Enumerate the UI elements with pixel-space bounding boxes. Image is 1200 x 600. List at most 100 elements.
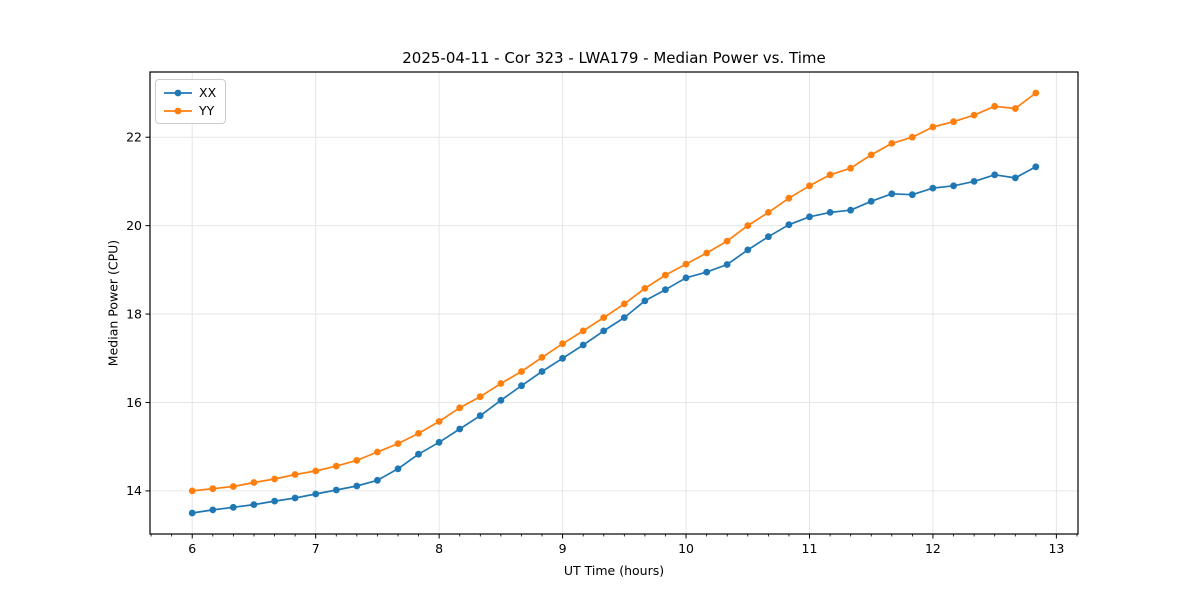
data-point-YY <box>867 151 875 159</box>
data-point-YY <box>476 393 484 401</box>
data-point-XX <box>991 171 999 179</box>
y-tick-label: 18 <box>126 306 142 321</box>
data-point-YY <box>559 340 566 348</box>
x-tick-label: 10 <box>678 541 694 556</box>
data-point-YY <box>394 440 402 447</box>
data-point-XX <box>312 490 320 498</box>
data-point-XX <box>394 465 402 473</box>
data-point-YY <box>662 271 669 279</box>
x-tick-label: 8 <box>435 541 443 556</box>
data-point-YY <box>456 404 464 412</box>
data-point-XX <box>826 209 834 216</box>
data-point-XX <box>662 286 669 294</box>
data-point-YY <box>641 285 649 292</box>
x-tick-label: 12 <box>925 541 941 556</box>
data-point-XX <box>970 178 978 185</box>
legend-marker-XX <box>164 89 192 96</box>
data-point-XX <box>188 509 196 517</box>
data-point-XX <box>785 221 793 229</box>
data-point-XX <box>415 450 422 458</box>
data-point-XX <box>641 297 649 305</box>
data-point-YY <box>785 194 793 202</box>
data-point-XX <box>497 396 505 404</box>
data-point-YY <box>806 182 813 190</box>
data-point-XX <box>476 412 484 420</box>
data-point-XX <box>765 233 772 241</box>
data-point-XX <box>806 213 813 221</box>
data-point-XX <box>703 268 711 276</box>
data-point-XX <box>291 494 299 502</box>
data-point-YY <box>929 123 937 131</box>
data-point-XX <box>847 206 854 214</box>
data-point-YY <box>538 354 546 361</box>
data-point-XX <box>518 382 525 390</box>
legend: XX YY <box>155 79 227 124</box>
plot-frame <box>149 71 1079 535</box>
data-point-XX <box>950 182 957 190</box>
data-point-YY <box>209 485 217 493</box>
data-point-XX <box>353 482 361 490</box>
data-point-YY <box>620 300 628 308</box>
series-line-XX <box>192 166 1037 514</box>
data-point-YY <box>353 457 361 464</box>
legend-item-XX: XX <box>163 85 216 100</box>
y-tick-label: 16 <box>126 395 142 410</box>
data-point-XX <box>579 341 587 349</box>
data-point-YY <box>908 133 916 141</box>
data-point-YY <box>991 102 999 110</box>
data-point-YY <box>847 164 854 172</box>
legend-marker-YY <box>164 107 192 114</box>
x-tick-label: 13 <box>1048 541 1064 556</box>
data-point-XX <box>600 327 608 335</box>
y-tick-label: 22 <box>126 130 142 145</box>
data-point-XX <box>250 501 258 508</box>
data-point-YY <box>888 140 896 147</box>
y-tick-label: 20 <box>126 218 142 233</box>
data-point-YY <box>950 118 957 126</box>
data-point-XX <box>888 190 896 198</box>
data-point-XX <box>332 486 340 494</box>
legend-item-YY: YY <box>163 103 216 118</box>
data-point-XX <box>209 506 217 514</box>
data-point-YY <box>703 249 711 257</box>
x-axis-label: UT Time (hours) <box>563 563 665 578</box>
data-point-YY <box>682 260 690 268</box>
data-point-YY <box>723 237 731 245</box>
data-point-YY <box>374 448 381 456</box>
legend-label: XX <box>199 85 217 100</box>
chart-title: 2025-04-11 - Cor 323 - LWA179 - Median P… <box>402 49 826 67</box>
data-point-XX <box>723 261 731 268</box>
x-tick-label: 7 <box>312 541 320 556</box>
data-point-XX <box>682 274 690 282</box>
data-point-XX <box>1011 174 1019 182</box>
data-point-XX <box>374 476 381 484</box>
data-point-YY <box>250 479 258 486</box>
data-point-YY <box>291 471 299 478</box>
data-point-YY <box>518 368 525 375</box>
data-point-XX <box>744 246 752 254</box>
data-point-XX <box>908 191 916 199</box>
data-point-YY <box>1032 89 1040 97</box>
data-point-YY <box>765 209 772 216</box>
x-tick-label: 6 <box>188 541 196 556</box>
y-tick-label: 14 <box>126 483 142 498</box>
legend-label: YY <box>199 103 215 118</box>
data-point-YY <box>970 111 978 119</box>
data-point-YY <box>744 222 752 230</box>
data-point-YY <box>188 487 196 495</box>
data-point-YY <box>332 462 340 470</box>
y-axis-label: Median Power (CPU) <box>105 239 121 367</box>
data-point-XX <box>538 368 546 375</box>
data-point-YY <box>1011 105 1019 112</box>
data-point-XX <box>229 503 237 511</box>
data-point-YY <box>312 467 320 475</box>
data-point-YY <box>579 327 587 335</box>
data-point-XX <box>620 314 628 321</box>
data-point-YY <box>600 314 608 321</box>
data-point-XX <box>435 438 443 446</box>
data-point-YY <box>826 171 834 179</box>
data-point-XX <box>1032 163 1040 171</box>
x-tick-label: 11 <box>802 541 818 556</box>
